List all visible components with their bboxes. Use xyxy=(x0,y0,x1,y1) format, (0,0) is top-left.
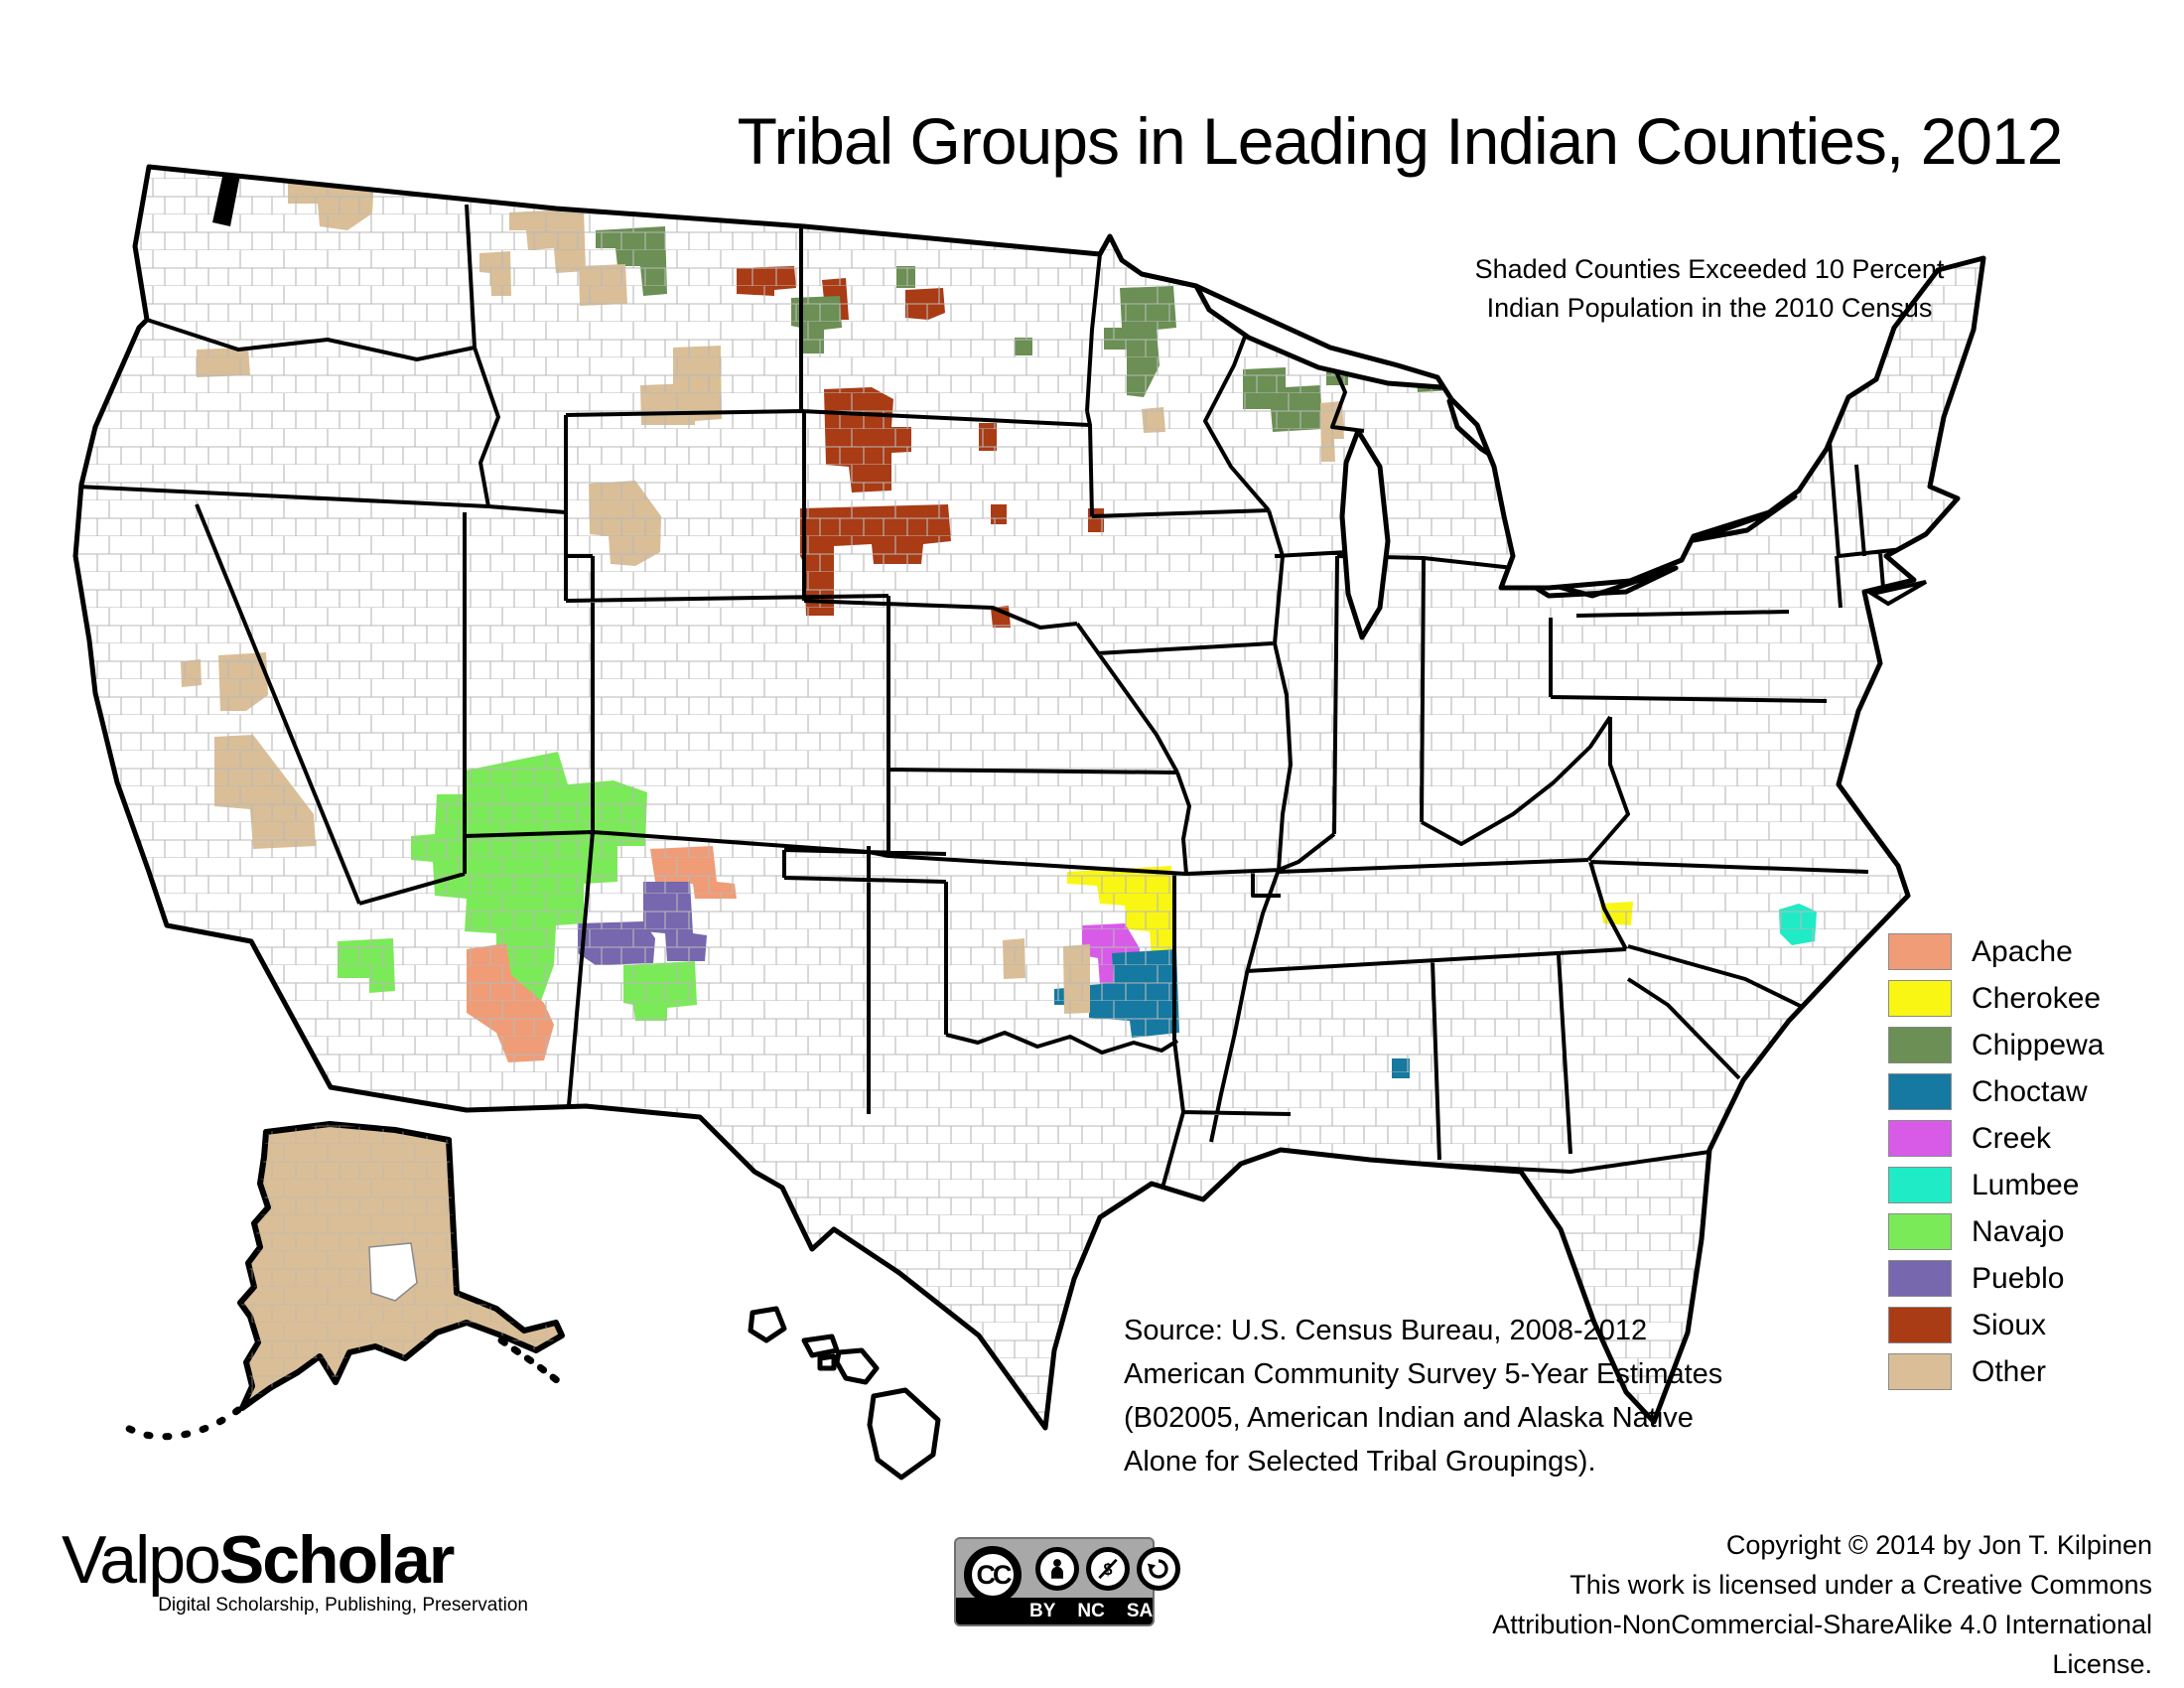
legend-swatch-cherokee xyxy=(1888,980,1952,1017)
legend-swatch-navajo xyxy=(1888,1213,1952,1250)
legend-label: Creek xyxy=(1972,1121,2052,1155)
legend-label: Pueblo xyxy=(1972,1261,2065,1295)
logo-scholar: Scholar xyxy=(218,1522,455,1598)
valposcholar-logo: ValpoScholar Digital Scholarship, Publis… xyxy=(62,1521,528,1617)
legend-item-cherokee: Cherokee xyxy=(1888,980,2104,1017)
legend-item-creek: Creek xyxy=(1888,1120,2104,1157)
lower48-coastline xyxy=(72,164,1986,1431)
copyright-line: Copyright © 2014 by Jon T. Kilpinen xyxy=(1725,1530,2152,1560)
cc-by-person-icon xyxy=(1035,1547,1079,1591)
legend-label: Lumbee xyxy=(1972,1168,2080,1201)
source-line: Alone for Selected Tribal Groupings). xyxy=(1124,1446,1596,1477)
legend-item-lumbee: Lumbee xyxy=(1888,1167,2104,1203)
legend-item-apache: Apache xyxy=(1888,933,2104,970)
legend-label: Cherokee xyxy=(1972,981,2102,1015)
subtitle-line: Indian Population in the 2010 Census xyxy=(1486,293,1933,323)
source-line: Source: U.S. Census Bureau, 2008-2012 xyxy=(1124,1315,1648,1346)
lake-michigan xyxy=(1339,428,1391,640)
cc-sa-share-alike-icon xyxy=(1137,1547,1180,1591)
map-subtitle: Shaded Counties Exceeded 10 Percent Indi… xyxy=(1441,250,1978,328)
legend-swatch-chippewa xyxy=(1888,1027,1952,1063)
legend-label: Choctaw xyxy=(1972,1074,2088,1108)
legend-swatch-other xyxy=(1888,1353,1952,1390)
legend-label: Apache xyxy=(1972,934,2073,968)
legend-label: Chippewa xyxy=(1972,1028,2105,1061)
cc-icons-row: $ xyxy=(1035,1547,1180,1591)
copyright-line: Attribution-NonCommercial-ShareAlike 4.0… xyxy=(1492,1610,2152,1679)
alaska-panhandle-islands xyxy=(497,1336,566,1388)
legend-swatch-creek xyxy=(1888,1120,1952,1157)
copyright-line: This work is licensed under a Creative C… xyxy=(1570,1570,2152,1600)
island-maui xyxy=(834,1347,880,1385)
alaska xyxy=(123,1121,566,1441)
legend-item-pueblo: Pueblo xyxy=(1888,1260,2104,1297)
map-title: Tribal Groups in Leading Indian Counties… xyxy=(737,104,2064,178)
source-note: Source: U.S. Census Bureau, 2008-2012 Am… xyxy=(1124,1309,1722,1483)
copyright-note: Copyright © 2014 by Jon T. Kilpinen This… xyxy=(1390,1525,2152,1684)
logo-valpo: Valpo xyxy=(62,1522,221,1598)
cc-logo-icon: CC xyxy=(964,1546,1022,1604)
long-island xyxy=(1866,580,1928,607)
legend-item-other: Other xyxy=(1888,1353,2104,1390)
source-line: (B02005, American Indian and Alaska Nati… xyxy=(1124,1402,1694,1434)
legend-label: Other xyxy=(1972,1354,2047,1388)
legend: Apache Cherokee Chippewa Choctaw Creek L… xyxy=(1888,933,2104,1400)
legend-item-chippewa: Chippewa xyxy=(1888,1027,2104,1063)
legend-item-sioux: Sioux xyxy=(1888,1307,2104,1343)
cc-sa-label: SA xyxy=(1126,1600,1154,1621)
legend-label: Navajo xyxy=(1972,1214,2065,1248)
aleutian-islands xyxy=(123,1406,242,1441)
island-hawaii xyxy=(867,1387,941,1480)
legend-label: Sioux xyxy=(1972,1308,2047,1341)
logo-wordmark: ValpoScholar xyxy=(62,1521,528,1599)
source-line: American Community Survey 5-Year Estimat… xyxy=(1124,1358,1723,1390)
cc-license-badge: CC $ BY NC SA xyxy=(954,1537,1180,1626)
legend-swatch-apache xyxy=(1888,933,1952,970)
legend-swatch-sioux xyxy=(1888,1307,1952,1343)
legend-swatch-choctaw xyxy=(1888,1073,1952,1110)
state-borders xyxy=(76,204,1949,1231)
island-kauai xyxy=(748,1306,787,1343)
alaska-unshaded-area xyxy=(368,1242,418,1302)
island-molokai xyxy=(817,1353,837,1371)
legend-swatch-lumbee xyxy=(1888,1167,1952,1203)
legend-swatch-pueblo xyxy=(1888,1260,1952,1297)
island-oahu xyxy=(801,1334,840,1358)
subtitle-line: Shaded Counties Exceeded 10 Percent xyxy=(1474,254,1945,284)
hawaii xyxy=(748,1306,941,1480)
legend-item-choctaw: Choctaw xyxy=(1888,1073,2104,1110)
puget-sound xyxy=(205,167,240,226)
cc-by-label: BY xyxy=(1029,1600,1056,1621)
logo-tagline: Digital Scholarship, Publishing, Preserv… xyxy=(158,1595,528,1616)
legend-item-navajo: Navajo xyxy=(1888,1213,2104,1250)
cc-nc-label: NC xyxy=(1077,1600,1105,1621)
cc-nc-no-dollar-icon: $ xyxy=(1086,1547,1130,1591)
